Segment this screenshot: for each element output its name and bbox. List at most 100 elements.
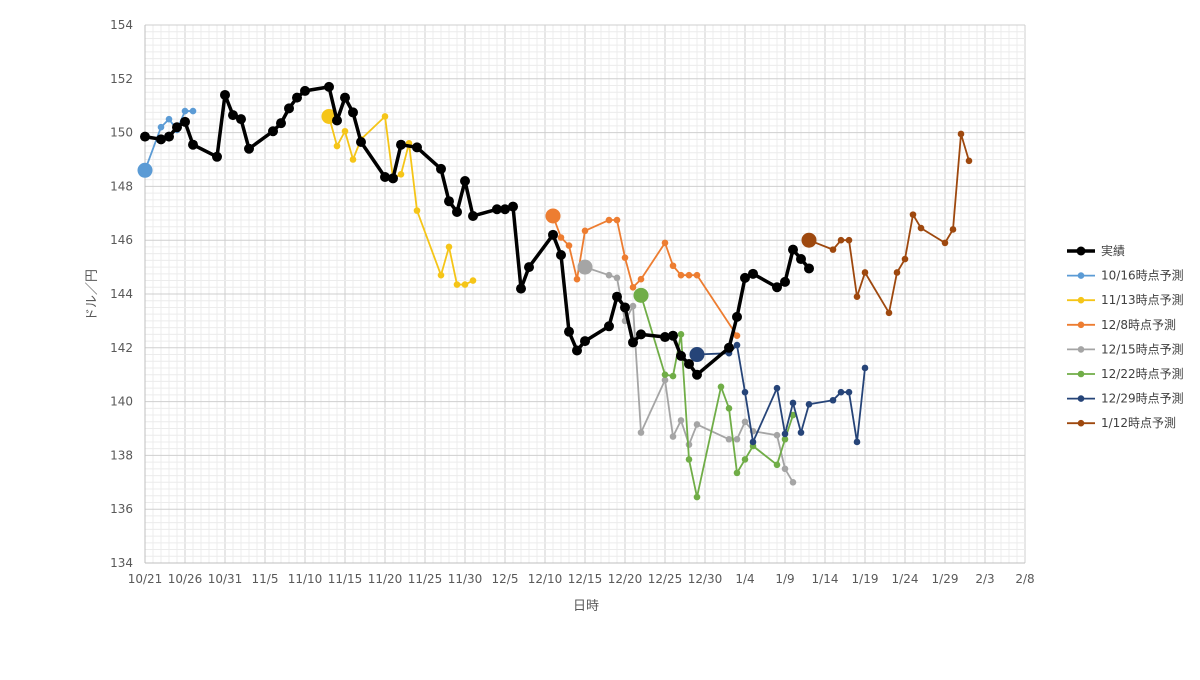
legend-marker bbox=[1077, 296, 1085, 304]
data-point bbox=[469, 277, 477, 284]
data-point bbox=[796, 254, 806, 265]
data-point bbox=[164, 131, 174, 142]
data-point bbox=[748, 268, 758, 279]
data-point bbox=[693, 271, 701, 279]
data-point bbox=[837, 388, 845, 396]
data-point bbox=[669, 372, 677, 380]
data-point bbox=[340, 92, 350, 103]
data-point bbox=[676, 350, 686, 361]
legend-marker bbox=[1077, 395, 1085, 402]
data-point bbox=[780, 276, 790, 287]
y-tick-label: 154 bbox=[110, 18, 133, 32]
data-point bbox=[805, 400, 813, 408]
data-point bbox=[453, 281, 461, 288]
data-point bbox=[557, 234, 565, 241]
data-point bbox=[381, 113, 389, 120]
x-tick-label: 11/30 bbox=[448, 572, 483, 586]
data-point bbox=[629, 283, 637, 291]
data-point bbox=[564, 326, 574, 337]
data-point bbox=[165, 115, 173, 123]
data-point bbox=[885, 309, 893, 317]
data-point bbox=[781, 435, 789, 443]
data-point bbox=[412, 142, 422, 153]
data-point bbox=[445, 243, 453, 251]
x-tick-label: 11/10 bbox=[288, 572, 323, 586]
data-point bbox=[460, 176, 470, 187]
data-point bbox=[781, 430, 789, 438]
y-tick-label: 144 bbox=[110, 287, 133, 301]
data-point bbox=[492, 204, 502, 215]
legend-label: 1/12時点予測 bbox=[1101, 416, 1176, 430]
data-point bbox=[693, 421, 701, 428]
data-point bbox=[228, 110, 238, 121]
x-tick-label: 1/24 bbox=[892, 572, 919, 586]
legend-item: 12/22時点予測 bbox=[1067, 367, 1184, 381]
legend-item: 12/29時点予測 bbox=[1067, 392, 1184, 406]
data-point bbox=[292, 92, 302, 103]
legend-marker bbox=[1076, 246, 1086, 256]
data-point bbox=[957, 130, 965, 138]
data-point bbox=[324, 81, 334, 92]
data-point bbox=[804, 263, 814, 274]
data-point bbox=[556, 249, 566, 260]
data-point bbox=[853, 293, 861, 300]
data-point bbox=[172, 122, 182, 133]
x-tick-label: 1/19 bbox=[852, 572, 879, 586]
x-tick-label: 10/26 bbox=[168, 572, 203, 586]
series-5 bbox=[633, 287, 797, 501]
data-point bbox=[137, 162, 153, 178]
data-point bbox=[677, 417, 685, 424]
x-tick-label: 11/5 bbox=[252, 572, 279, 586]
data-point bbox=[436, 163, 446, 174]
data-point bbox=[741, 418, 749, 426]
series-line bbox=[640, 295, 794, 498]
data-point bbox=[893, 269, 901, 276]
y-axis-title: ドル／円 bbox=[85, 269, 100, 321]
data-point bbox=[613, 216, 621, 224]
data-point bbox=[740, 272, 750, 283]
data-point bbox=[949, 226, 957, 233]
tick-labels: 134 136 138 140 142 144 146 148 150 152 154 10/21 10… bbox=[110, 18, 1035, 586]
data-point bbox=[333, 142, 341, 150]
legend-item: 実績 bbox=[1067, 243, 1125, 258]
legend-label: 12/22時点予測 bbox=[1101, 367, 1184, 381]
legend-item: 12/8時点予測 bbox=[1067, 318, 1176, 332]
data-point bbox=[284, 103, 294, 114]
data-point bbox=[749, 438, 757, 446]
x-tick-label: 12/15 bbox=[568, 572, 603, 586]
data-point bbox=[861, 269, 869, 276]
data-point bbox=[941, 239, 949, 247]
data-point bbox=[685, 456, 693, 463]
data-point bbox=[669, 433, 677, 440]
data-point bbox=[917, 224, 925, 232]
data-point bbox=[684, 358, 694, 369]
series-0 bbox=[140, 81, 814, 380]
x-tick-label: 11/25 bbox=[408, 572, 443, 586]
data-point bbox=[845, 236, 853, 244]
data-point bbox=[548, 229, 558, 240]
legend-item: 10/16時点予測 bbox=[1067, 269, 1184, 283]
data-point bbox=[276, 118, 286, 129]
x-tick-label: 1/4 bbox=[735, 572, 754, 586]
data-point bbox=[669, 262, 677, 270]
data-point bbox=[633, 287, 649, 303]
data-point bbox=[156, 134, 166, 145]
data-point bbox=[773, 431, 781, 439]
data-point bbox=[605, 216, 613, 224]
y-tick-label: 148 bbox=[110, 179, 133, 193]
data-point bbox=[188, 139, 198, 150]
x-tick-label: 10/31 bbox=[208, 572, 243, 586]
data-point bbox=[845, 388, 853, 396]
data-point bbox=[733, 469, 741, 477]
data-point bbox=[189, 107, 197, 115]
data-point bbox=[772, 282, 782, 293]
data-point bbox=[181, 107, 189, 115]
data-point bbox=[733, 435, 741, 443]
y-tick-label: 142 bbox=[110, 341, 133, 355]
legend-label: 実績 bbox=[1101, 243, 1125, 258]
legend-marker bbox=[1077, 419, 1085, 427]
data-point bbox=[581, 227, 589, 235]
data-point bbox=[388, 173, 398, 184]
y-tick-label: 146 bbox=[110, 233, 133, 247]
